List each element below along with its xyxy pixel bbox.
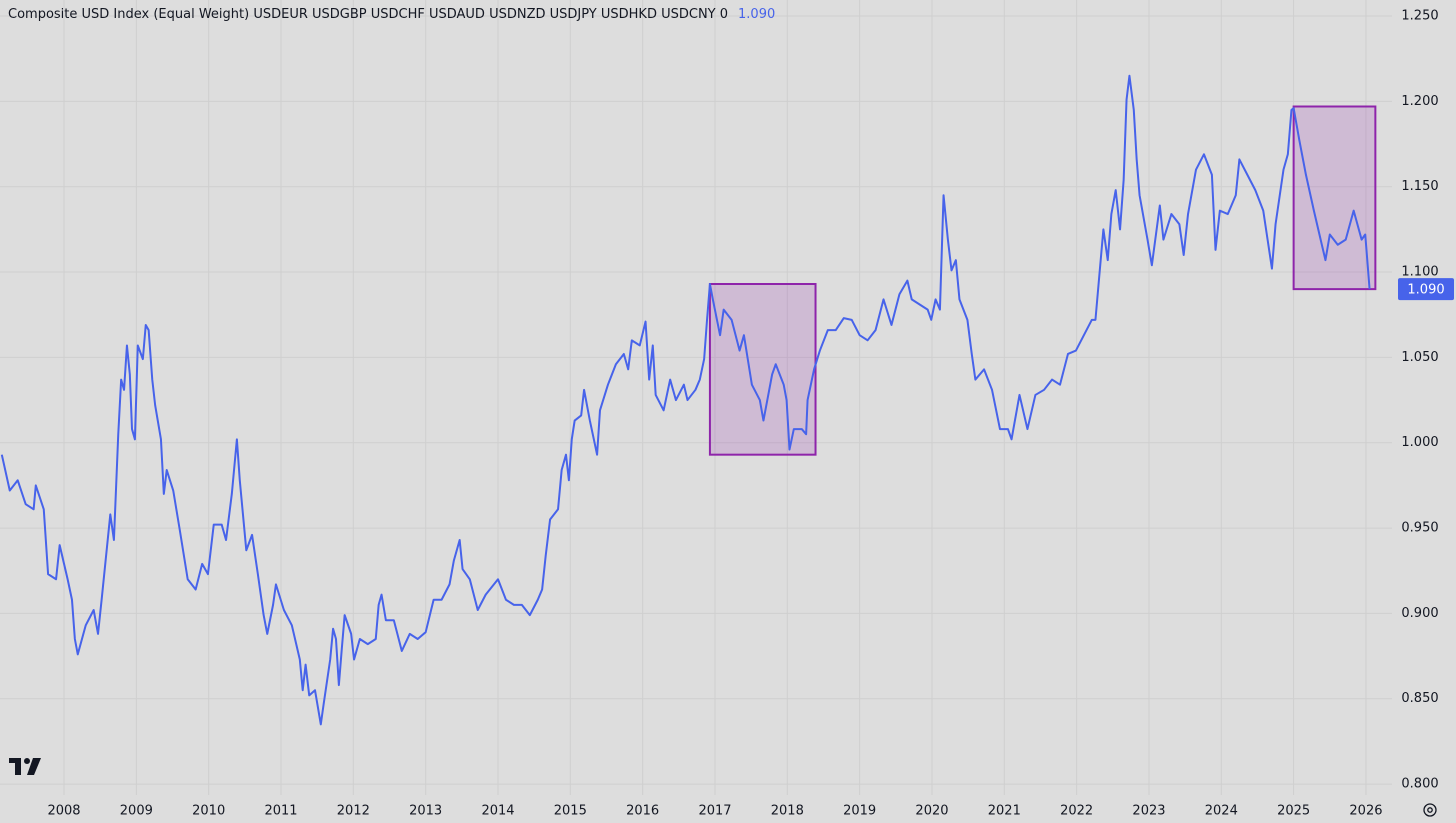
x-tick-label: 2008 (47, 804, 80, 819)
y-tick-label: 1.050 (1401, 350, 1438, 365)
x-tick-label: 2024 (1205, 804, 1238, 819)
x-tick-label: 2009 (120, 804, 153, 819)
y-tick-label: 0.900 (1401, 606, 1438, 621)
x-tick-label: 2018 (771, 804, 804, 819)
title-text: Composite USD Index (Equal Weight) USDEU… (8, 7, 728, 22)
y-tick-label: 0.850 (1401, 691, 1438, 706)
y-tick-label: 1.100 (1401, 265, 1438, 280)
y-tick-label: 1.150 (1401, 179, 1438, 194)
x-tick-label: 2010 (192, 804, 225, 819)
x-tick-label: 2019 (843, 804, 876, 819)
x-tick-label: 2015 (554, 804, 587, 819)
chart-title: Composite USD Index (Equal Weight) USDEU… (8, 7, 775, 22)
tradingview-logo (9, 758, 41, 775)
title-last-value: 1.090 (738, 7, 775, 22)
data-line (0, 74, 1371, 726)
x-tick-label: 2026 (1349, 804, 1382, 819)
highlight-box (1292, 105, 1377, 291)
x-tick-label: 2012 (337, 804, 370, 819)
settings-icon[interactable] (1423, 803, 1437, 817)
last-value-badge (1398, 278, 1454, 301)
logo-part (24, 758, 30, 764)
settings-gear[interactable] (1423, 803, 1437, 817)
highlight-box (708, 283, 817, 456)
x-tick-label: 2022 (1060, 804, 1093, 819)
x-tick-label: 2017 (698, 804, 731, 819)
y-tick-label: 1.250 (1401, 9, 1438, 24)
y-tick-label: 1.000 (1401, 435, 1438, 450)
x-tick-label: 2020 (915, 804, 948, 819)
x-tick-label: 2016 (626, 804, 659, 819)
settings-hub[interactable] (1427, 807, 1433, 813)
x-tick-label: 2011 (264, 804, 297, 819)
y-tick-label: 0.800 (1401, 777, 1438, 792)
x-tick-label: 2021 (988, 804, 1021, 819)
logo-part (27, 758, 41, 775)
x-tick-label: 2014 (481, 804, 514, 819)
x-tick-label: 2025 (1277, 804, 1310, 819)
y-tick-label: 1.200 (1401, 94, 1438, 109)
x-tick-label: 2023 (1132, 804, 1165, 819)
y-tick-label: 0.950 (1401, 521, 1438, 536)
grid (0, 0, 1392, 795)
logo-part (15, 758, 21, 775)
last-value-label: 1.090 (1407, 283, 1444, 298)
plot (0, 74, 1377, 726)
x-tick-label: 2013 (409, 804, 442, 819)
